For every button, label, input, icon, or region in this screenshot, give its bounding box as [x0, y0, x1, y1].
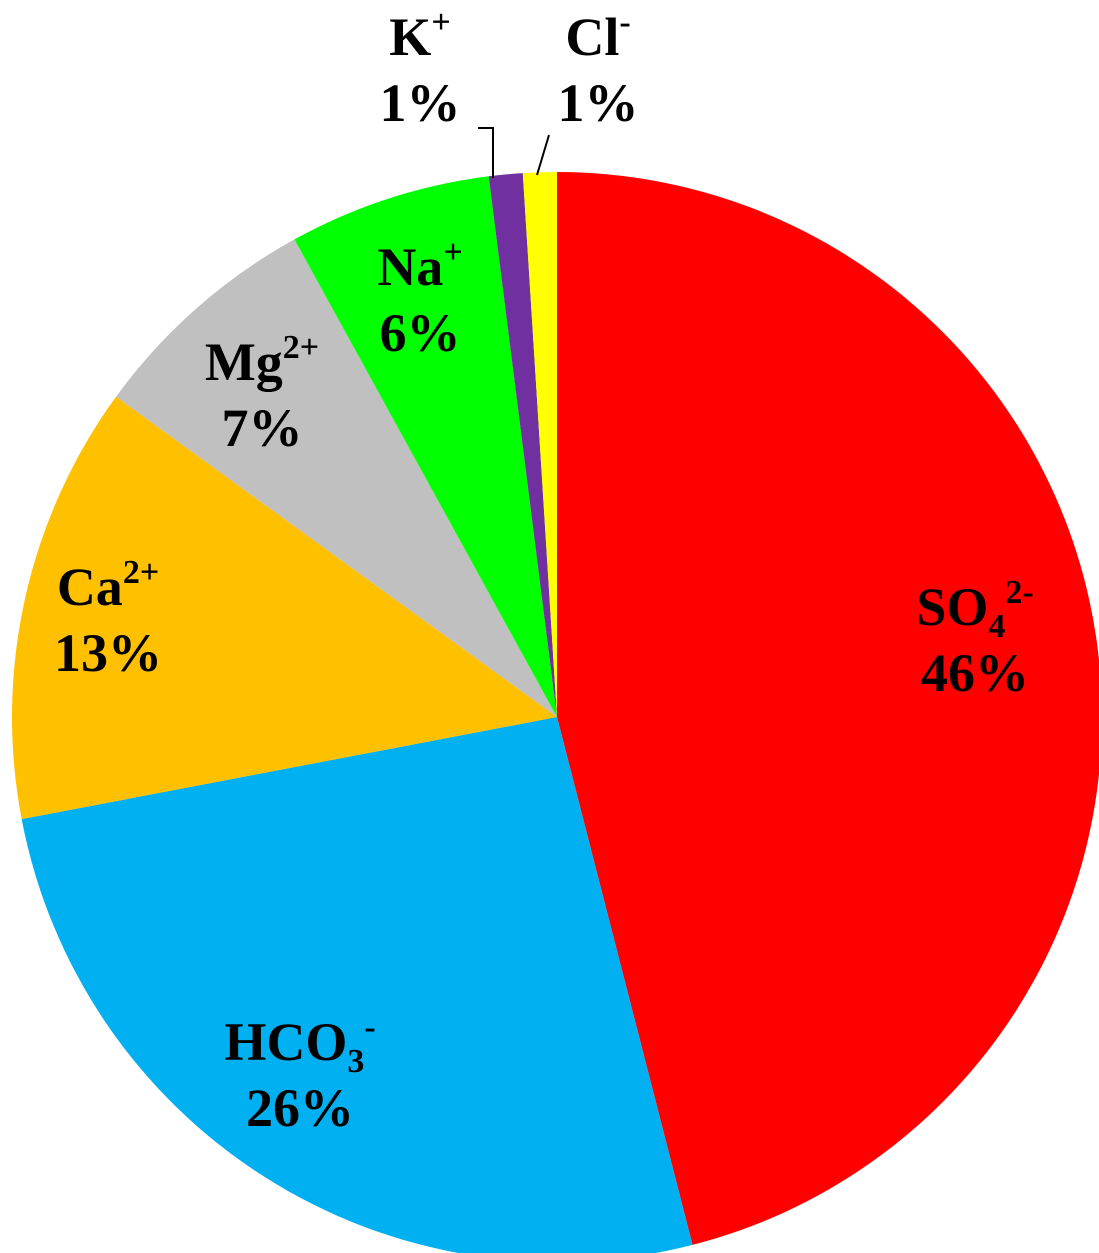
ion-name: HCO [224, 1012, 347, 1072]
ion-name: Cl [565, 7, 619, 67]
pie-slice-hco [21, 717, 693, 1253]
slice-label-cl: Cl- 1% [558, 4, 639, 133]
pie-slice-na [294, 176, 557, 717]
slice-label-so: SO42- 46% [916, 574, 1033, 703]
ion-charge: + [443, 234, 462, 271]
slice-labels: SO42-46%HCO3-26%Ca2+ 13%Mg2+ 7%Na+ 6%K+ 1%Cl… [54, 4, 1034, 1138]
slice-label-mg: Mg2+ 7% [205, 329, 319, 458]
leader-lines [478, 127, 550, 178]
ion-name: Na [377, 237, 443, 297]
pie-slice-mg [116, 239, 557, 718]
pie-slice-k [488, 173, 557, 717]
ion-charge: 2+ [283, 329, 319, 366]
slice-percent: 26% [246, 1078, 354, 1138]
pie-slice-cl [522, 172, 557, 717]
slice-label-ca: Ca2+ 13% [54, 554, 162, 683]
leader-line-k [478, 127, 494, 178]
ion-charge: 2- [1005, 574, 1033, 611]
ion-name: Mg [205, 332, 283, 392]
ion-subscript: 3 [347, 1043, 364, 1080]
slice-percent: 1% [380, 73, 461, 133]
pie-slices [12, 172, 1099, 1253]
ion-subscript: 4 [988, 608, 1005, 645]
leader-line-cl [536, 134, 550, 176]
slice-label-hco: HCO3-26% [224, 1009, 375, 1138]
ion-charge: - [364, 1009, 375, 1046]
slice-percent: 46% [921, 643, 1029, 703]
slice-percent: 6% [380, 303, 461, 363]
ion-name: K [389, 7, 431, 67]
ion-charge: + [431, 4, 450, 41]
ion-name: SO [916, 577, 988, 637]
slice-label-k: K+ 1% [380, 4, 461, 133]
pie-slice-so [557, 172, 1099, 1245]
slice-percent: 1% [558, 73, 639, 133]
ion-charge: 2+ [123, 554, 159, 591]
ion-charge: - [619, 4, 630, 41]
slice-percent: 13% [54, 623, 162, 683]
ion-name: Ca [57, 557, 123, 617]
pie-slice-ca [12, 396, 558, 820]
slice-label-na: Na+ 6% [377, 234, 462, 363]
slice-percent: 7% [222, 398, 303, 458]
